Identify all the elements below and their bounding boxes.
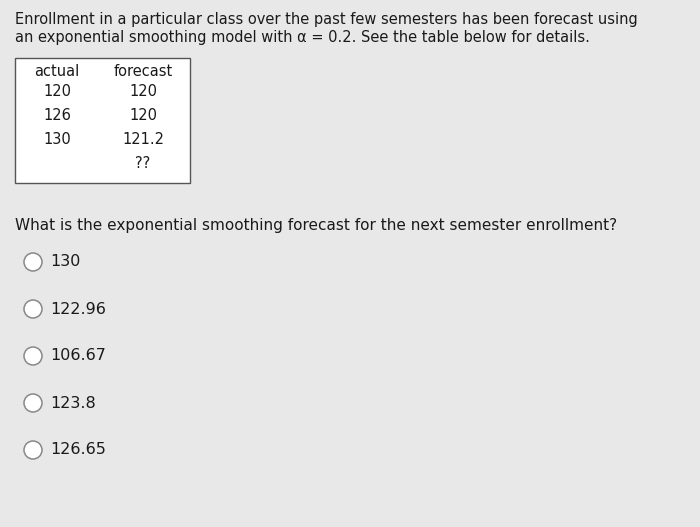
Text: 123.8: 123.8 bbox=[50, 395, 96, 411]
FancyBboxPatch shape bbox=[15, 58, 190, 183]
Circle shape bbox=[24, 394, 42, 412]
Circle shape bbox=[24, 441, 42, 459]
Text: 106.67: 106.67 bbox=[50, 348, 106, 364]
Text: actual: actual bbox=[34, 64, 80, 80]
Text: 120: 120 bbox=[129, 84, 157, 100]
Text: What is the exponential smoothing forecast for the next semester enrollment?: What is the exponential smoothing foreca… bbox=[15, 218, 617, 233]
Text: forecast: forecast bbox=[113, 64, 173, 80]
Text: 120: 120 bbox=[43, 84, 71, 100]
Text: ??: ?? bbox=[135, 157, 150, 171]
Text: 122.96: 122.96 bbox=[50, 301, 106, 317]
Circle shape bbox=[24, 347, 42, 365]
Text: 126: 126 bbox=[43, 109, 71, 123]
Text: 130: 130 bbox=[43, 132, 71, 148]
Text: an exponential smoothing model with α = 0.2. See the table below for details.: an exponential smoothing model with α = … bbox=[15, 30, 590, 45]
Text: 130: 130 bbox=[50, 255, 80, 269]
Circle shape bbox=[24, 300, 42, 318]
Text: 120: 120 bbox=[129, 109, 157, 123]
Text: 121.2: 121.2 bbox=[122, 132, 164, 148]
Text: Enrollment in a particular class over the past few semesters has been forecast u: Enrollment in a particular class over th… bbox=[15, 12, 638, 27]
Circle shape bbox=[24, 253, 42, 271]
Text: 126.65: 126.65 bbox=[50, 443, 106, 457]
